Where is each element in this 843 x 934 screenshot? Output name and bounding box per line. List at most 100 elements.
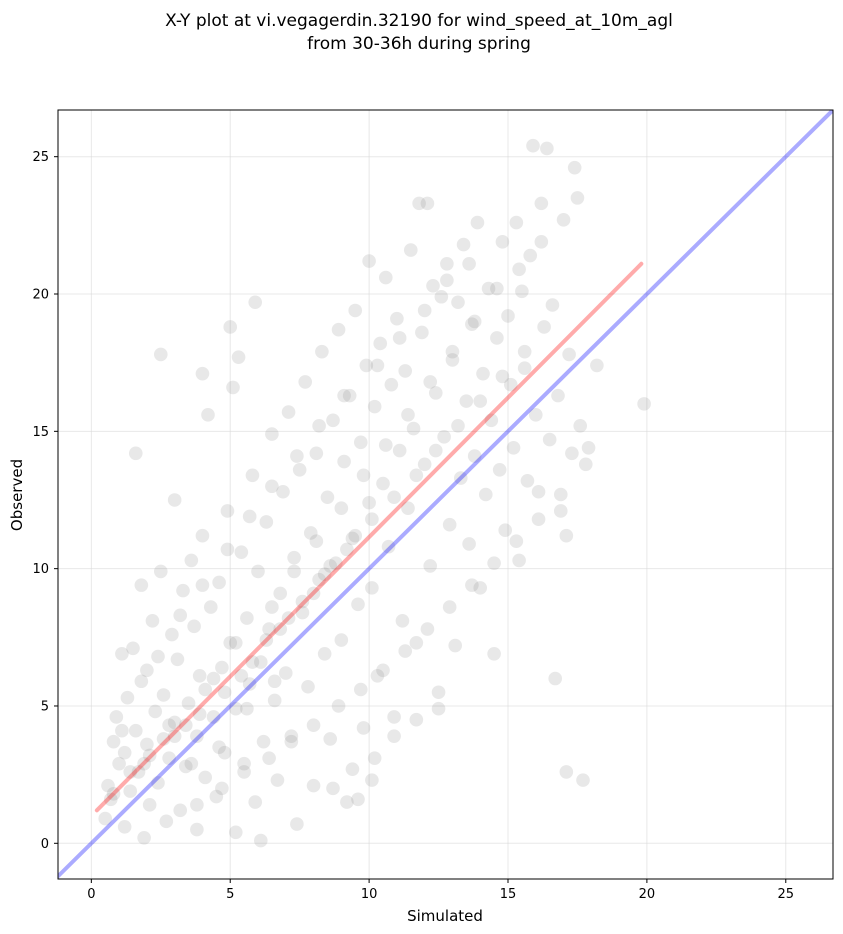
scatter-point — [487, 556, 501, 570]
scatter-point — [401, 501, 415, 516]
scatter-point — [581, 441, 596, 455]
scatter-point — [534, 196, 549, 211]
scatter-point — [123, 765, 138, 779]
y-axis-label: Observed — [8, 459, 26, 531]
scatter-point — [442, 517, 457, 532]
scatter-point — [259, 515, 274, 529]
x-tick-label: 0 — [87, 887, 95, 902]
scatter-point — [117, 745, 132, 760]
scatter-point — [140, 663, 154, 678]
scatter-point — [565, 446, 579, 461]
scatter-point — [542, 432, 557, 447]
scatter-point — [192, 668, 207, 683]
scatter-point — [184, 553, 199, 568]
scatter-point — [195, 578, 210, 592]
scatter-point — [206, 710, 221, 724]
scatter-point — [431, 685, 446, 700]
scatter-point — [506, 441, 521, 455]
scatter-point — [370, 668, 385, 683]
scatter-point — [484, 413, 499, 428]
scatter-point — [265, 600, 279, 614]
scatter-point — [306, 718, 321, 732]
scatter-point — [178, 759, 193, 774]
x-axis-label: Simulated — [407, 907, 483, 925]
scatter-point — [290, 449, 304, 463]
scatter-point — [440, 257, 454, 271]
scatter-point — [292, 462, 307, 477]
scatter-point — [159, 814, 174, 829]
scatter-point — [242, 509, 257, 524]
scatter-point — [151, 649, 165, 664]
scatter-point — [220, 542, 235, 557]
scatter-point — [445, 353, 460, 367]
scatter-point — [170, 652, 185, 667]
scatter-point — [267, 693, 282, 708]
scatter-point — [273, 622, 288, 636]
scatter-point — [465, 578, 479, 592]
scatter-point — [162, 718, 176, 732]
scatter-point — [217, 745, 232, 760]
scatter-point — [498, 523, 513, 538]
scatter-point — [190, 729, 204, 743]
scatter-points — [98, 138, 651, 848]
scatter-point — [517, 344, 532, 359]
scatter-point — [167, 715, 182, 730]
scatter-point — [234, 668, 249, 683]
scatter-point — [387, 729, 401, 743]
scatter-point — [362, 495, 376, 510]
scatter-point — [101, 778, 115, 793]
scatter-point — [492, 462, 507, 477]
scatter-point — [378, 270, 393, 285]
scatter-point — [509, 215, 524, 230]
scatter-point — [284, 729, 299, 743]
scatter-point — [334, 633, 349, 647]
scatter-point — [259, 633, 274, 647]
scatter-point — [267, 674, 282, 689]
scatter-point — [517, 361, 532, 375]
scatter-point — [306, 778, 321, 793]
scatter-point — [184, 756, 199, 771]
scatter-point — [206, 671, 221, 686]
scatter-point — [220, 504, 235, 518]
scatter-point — [315, 344, 329, 359]
scatter-point — [240, 701, 254, 716]
scatter-point — [312, 419, 326, 433]
scatter-point — [98, 811, 113, 826]
scatter-point — [281, 611, 296, 625]
y-tick-label: 0 — [41, 837, 49, 852]
scatter-point — [242, 677, 257, 691]
scatter-point — [173, 803, 188, 818]
y-tick-label: 20 — [32, 288, 49, 303]
scatter-point — [428, 386, 443, 400]
scatter-point — [348, 528, 363, 543]
scatter-point — [348, 303, 363, 318]
y-tick-label: 15 — [32, 425, 49, 440]
chart-title-line-1: X-Y plot at vi.vegagerdin.32190 for wind… — [165, 11, 673, 31]
scatter-point — [287, 564, 301, 579]
scatter-point — [370, 358, 385, 373]
scatter-point — [437, 430, 451, 444]
scatter-point — [442, 600, 457, 614]
scatter-point — [198, 770, 213, 785]
scatter-point — [512, 262, 526, 277]
scatter-point — [126, 641, 140, 656]
scatter-point — [356, 468, 371, 483]
scatter-point — [223, 636, 238, 650]
scatter-point — [515, 284, 529, 299]
scatter-point — [490, 281, 504, 296]
axis-ticks: 0 5 10 15 20 25 0 5 10 15 20 25 — [32, 150, 794, 902]
scatter-point — [303, 526, 318, 540]
scatter-point — [265, 479, 279, 494]
scatter-point — [545, 298, 560, 312]
scatter-point — [265, 427, 279, 441]
scatter-point — [120, 690, 135, 705]
scatter-point — [123, 784, 138, 798]
scatter-point — [178, 718, 193, 732]
scatter-point — [390, 311, 404, 326]
scatter-point — [128, 723, 143, 738]
scatter-point — [228, 636, 243, 650]
scatter-point — [398, 364, 413, 378]
scatter-point — [365, 581, 379, 595]
scatter-point — [137, 756, 151, 771]
scatter-point — [537, 320, 551, 334]
